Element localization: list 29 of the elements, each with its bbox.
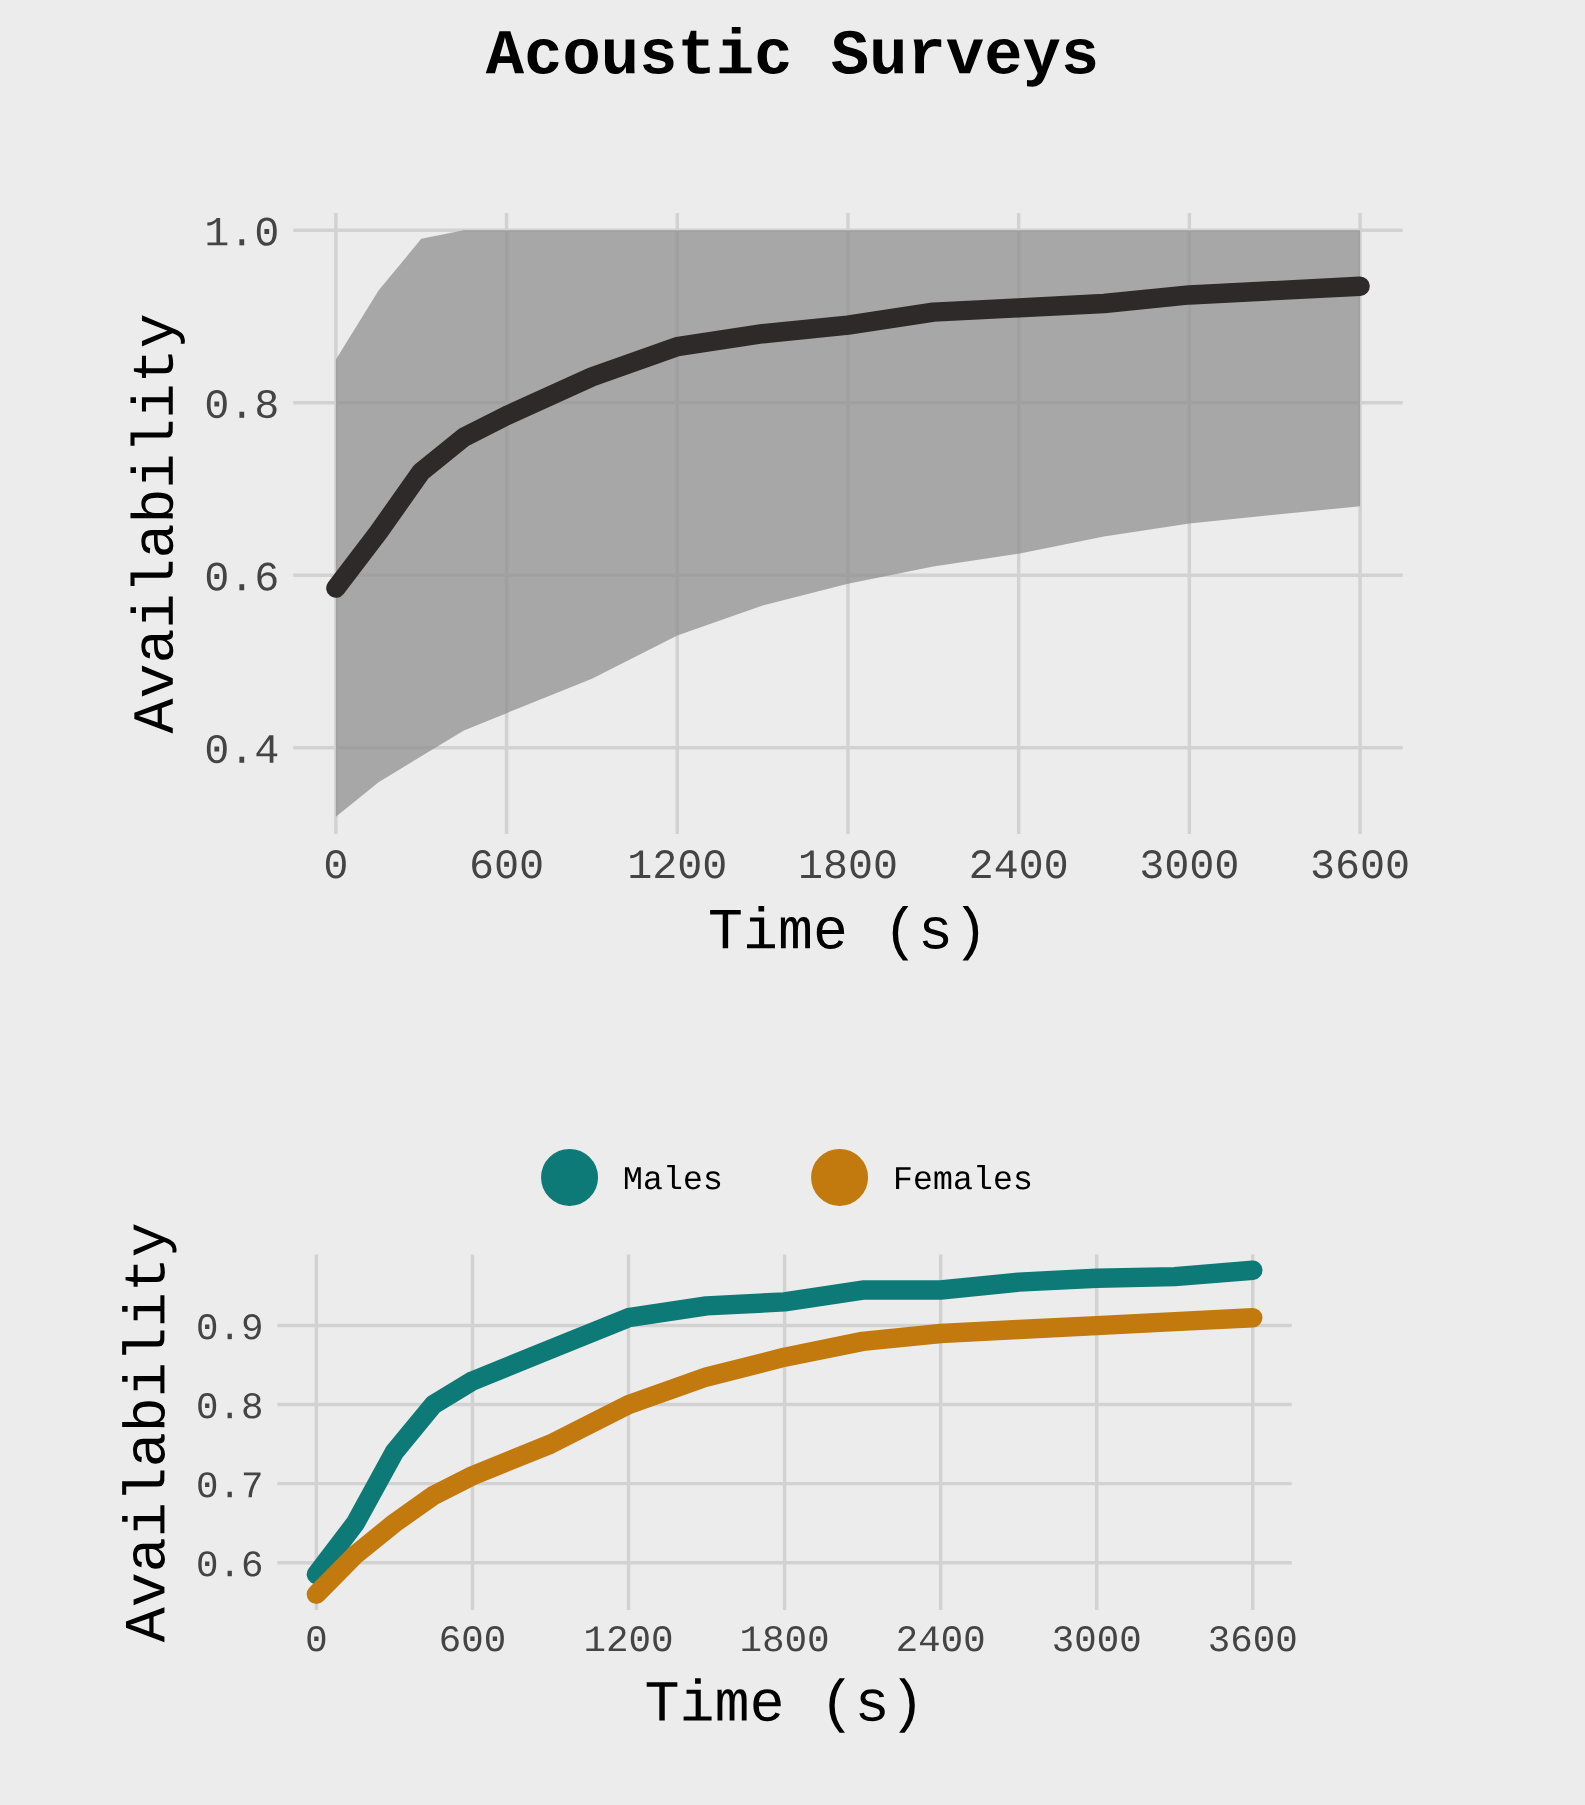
legend-label: Males bbox=[624, 1164, 721, 1190]
x-tick-label: 0 bbox=[325, 850, 346, 879]
x-axis-title: Time (s) bbox=[646, 1678, 915, 1733]
x-tick-label: 3600 bbox=[1312, 850, 1408, 879]
x-tick-label: 2400 bbox=[971, 850, 1067, 879]
chart-title: Acoustic Surveys bbox=[485, 27, 1096, 87]
x-axis-title: Time (s) bbox=[710, 906, 979, 961]
x-tick-label: 1800 bbox=[800, 850, 896, 879]
y-tick-label: 1.0 bbox=[207, 217, 277, 246]
x-tick-label: 600 bbox=[441, 1626, 504, 1652]
y-tick-label: 0.4 bbox=[206, 734, 278, 764]
y-axis-title: Availability bbox=[130, 315, 185, 734]
x-tick-label: 1200 bbox=[586, 1626, 672, 1652]
x-tick-label: 0 bbox=[307, 1626, 326, 1652]
x-tick-label: 1200 bbox=[630, 850, 725, 879]
y-tick-label: 0.6 bbox=[206, 562, 277, 591]
y-tick-label: 0.6 bbox=[198, 1551, 262, 1577]
x-tick-label: 3000 bbox=[1141, 850, 1237, 879]
legend-label: Females bbox=[896, 1164, 1031, 1190]
y-tick-label: 0.8 bbox=[198, 1393, 262, 1419]
y-tick-label: 0.9 bbox=[198, 1314, 261, 1340]
x-tick-label: 1800 bbox=[742, 1626, 828, 1652]
y-tick-label: 0.7 bbox=[198, 1472, 261, 1498]
y-axis-title: Availability bbox=[122, 1224, 177, 1643]
y-tick-label: 0.8 bbox=[206, 389, 277, 419]
x-tick-label: 3600 bbox=[1210, 1626, 1296, 1652]
x-tick-label: 2400 bbox=[898, 1626, 984, 1652]
x-tick-label: 3000 bbox=[1054, 1626, 1140, 1652]
x-tick-label: 600 bbox=[472, 850, 542, 879]
